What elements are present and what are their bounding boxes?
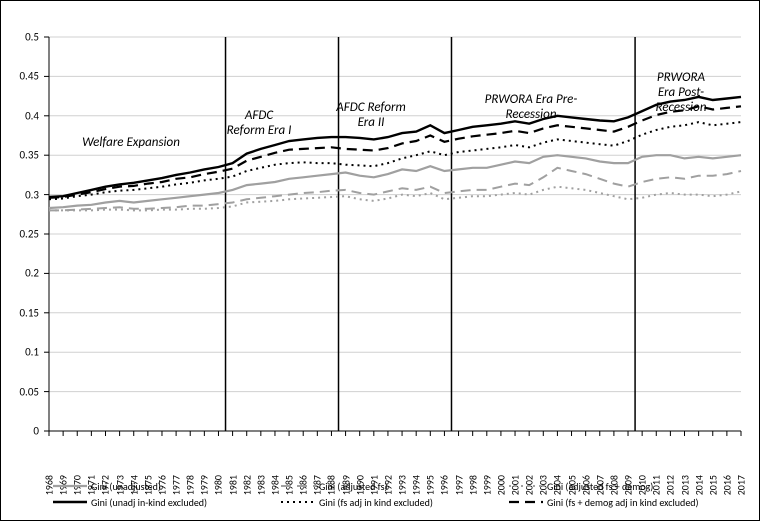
series-line bbox=[49, 187, 741, 211]
y-tick-label: 0.1 bbox=[9, 346, 39, 359]
legend-label: Gini (adjusted fs) bbox=[319, 480, 388, 493]
legend-label: Gini (adjusted fs + demog) bbox=[547, 480, 653, 493]
y-tick-label: 0.2 bbox=[9, 267, 39, 280]
legend-label: Gini (unadj in-kind excluded) bbox=[91, 496, 207, 509]
y-tick-label: 0.05 bbox=[9, 385, 39, 398]
legend-item: Gini (unadj in-kind excluded) bbox=[53, 495, 281, 509]
legend-swatch bbox=[509, 479, 543, 493]
legend-item: Gini (adjusted fs + demog) bbox=[509, 479, 737, 493]
era-label: AFDC Reform Era I bbox=[204, 109, 314, 139]
legend-swatch bbox=[53, 495, 87, 509]
gini-chart: 00.050.10.150.20.250.30.350.40.450.51968… bbox=[0, 0, 760, 521]
y-tick-label: 0.25 bbox=[9, 228, 39, 241]
legend-label: Gini (fs adj in kind excluded) bbox=[319, 496, 433, 509]
era-label: PRWORA Era Post- Recession bbox=[636, 71, 726, 116]
y-tick-label: 0 bbox=[9, 425, 39, 438]
legend-label: Gini (unadjusted) bbox=[91, 480, 161, 493]
y-tick-label: 0.4 bbox=[9, 109, 39, 122]
y-tick-label: 0.45 bbox=[9, 70, 39, 83]
legend-item: Gini (fs + demog adj in kind excluded) bbox=[509, 495, 737, 509]
legend-swatch bbox=[281, 479, 315, 493]
y-tick-label: 0.3 bbox=[9, 188, 39, 201]
series-line bbox=[49, 155, 741, 208]
series-line bbox=[49, 168, 741, 211]
legend-item: Gini (unadjusted) bbox=[53, 479, 281, 493]
series-line bbox=[49, 122, 741, 199]
legend-swatch bbox=[53, 479, 87, 493]
legend-item: Gini (adjusted fs) bbox=[281, 479, 509, 493]
era-label: AFDC Reform Era II bbox=[316, 101, 426, 131]
y-tick-label: 0.15 bbox=[9, 306, 39, 319]
y-tick-label: 0.5 bbox=[9, 31, 39, 44]
y-tick-label: 0.35 bbox=[9, 149, 39, 162]
legend-label: Gini (fs + demog adj in kind excluded) bbox=[547, 496, 699, 509]
era-label: PRWORA Era Pre- Recession bbox=[456, 93, 606, 123]
legend-item: Gini (fs adj in kind excluded) bbox=[281, 495, 509, 509]
era-label: Welfare Expansion bbox=[56, 136, 206, 151]
legend-swatch bbox=[281, 495, 315, 509]
legend-swatch bbox=[509, 495, 543, 509]
